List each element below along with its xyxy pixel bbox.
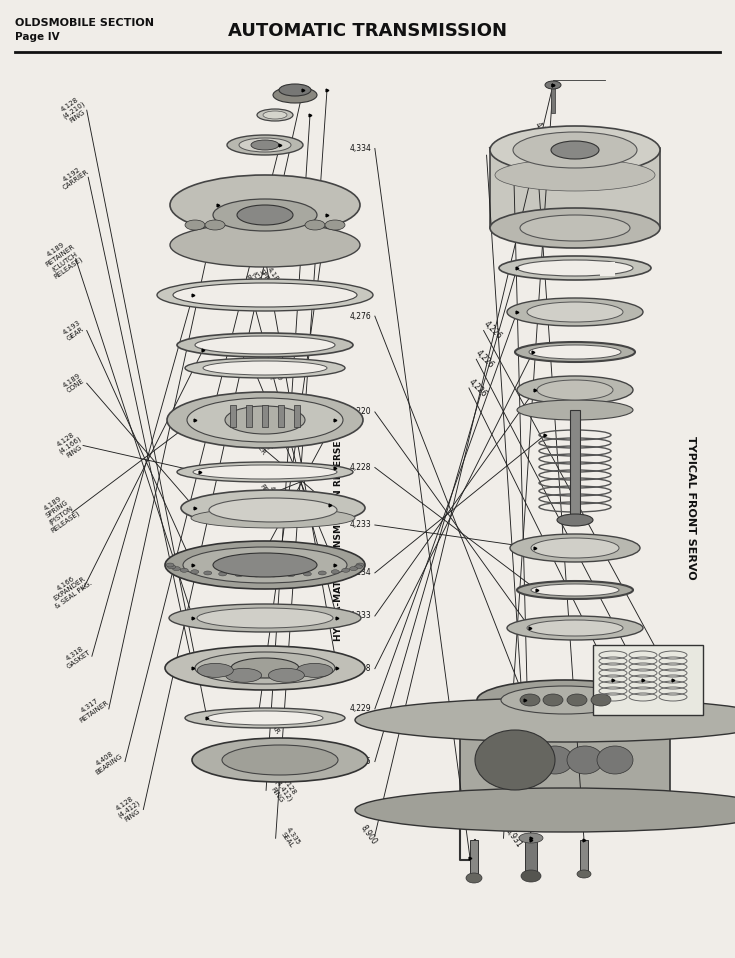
- Ellipse shape: [167, 392, 363, 448]
- Text: 4,225: 4,225: [350, 757, 371, 766]
- Text: 4.317
RETAINER: 4.317 RETAINER: [74, 694, 110, 724]
- Text: 4.166
PISTON: 4.166 PISTON: [263, 551, 288, 580]
- Ellipse shape: [527, 620, 623, 636]
- Text: 4.128
(4.412)
RING: 4.128 (4.412) RING: [112, 794, 145, 825]
- Ellipse shape: [203, 361, 327, 375]
- Ellipse shape: [520, 215, 630, 241]
- Text: 4,234: 4,234: [485, 144, 505, 167]
- Text: 4.189
RETAINER
(CLUTCH
RELEASE): 4.189 RETAINER (CLUTCH RELEASE): [40, 238, 85, 280]
- Text: 4.189
CONE: 4.189 CONE: [62, 372, 85, 395]
- Text: 4,234: 4,234: [349, 568, 371, 578]
- Ellipse shape: [173, 566, 180, 571]
- Ellipse shape: [207, 711, 323, 725]
- Ellipse shape: [195, 652, 335, 684]
- Ellipse shape: [354, 565, 362, 569]
- Ellipse shape: [318, 571, 326, 575]
- Ellipse shape: [205, 220, 225, 230]
- Ellipse shape: [197, 608, 333, 628]
- Ellipse shape: [157, 279, 373, 311]
- Bar: [570, 410, 580, 520]
- Ellipse shape: [185, 358, 345, 378]
- Bar: [230, 405, 236, 427]
- Ellipse shape: [225, 406, 305, 434]
- Ellipse shape: [218, 572, 226, 576]
- Ellipse shape: [170, 223, 360, 267]
- Ellipse shape: [222, 745, 338, 775]
- Ellipse shape: [350, 566, 358, 571]
- Ellipse shape: [531, 584, 619, 596]
- Ellipse shape: [475, 730, 555, 790]
- Text: 4,334: 4,334: [349, 144, 371, 153]
- Ellipse shape: [166, 563, 174, 567]
- Text: 4.193
GEAR: 4.193 GEAR: [62, 319, 85, 342]
- Ellipse shape: [537, 746, 573, 774]
- Text: 8,971: 8,971: [511, 132, 531, 155]
- Ellipse shape: [197, 663, 233, 677]
- Text: Page IV: Page IV: [15, 32, 60, 42]
- Ellipse shape: [517, 260, 633, 276]
- Ellipse shape: [507, 746, 543, 774]
- Ellipse shape: [252, 573, 260, 577]
- Ellipse shape: [355, 788, 735, 832]
- Text: 4.189
SPRING
(CLUTCH
RELEASE): 4.189 SPRING (CLUTCH RELEASE): [243, 261, 286, 305]
- Ellipse shape: [520, 694, 540, 706]
- Ellipse shape: [235, 573, 243, 577]
- Text: HYDRA-MATIC TRANSMISSION REVERSE UNIT: HYDRA-MATIC TRANSMISSION REVERSE UNIT: [334, 413, 343, 641]
- Text: 4,233: 4,233: [349, 611, 371, 621]
- Ellipse shape: [551, 141, 599, 159]
- Text: 4,226: 4,226: [474, 349, 495, 370]
- Ellipse shape: [263, 111, 287, 119]
- Ellipse shape: [591, 694, 611, 706]
- Ellipse shape: [510, 534, 640, 562]
- Text: 4,233: 4,233: [349, 520, 371, 530]
- Ellipse shape: [521, 870, 541, 882]
- Ellipse shape: [185, 220, 205, 230]
- Text: 4,228: 4,228: [350, 664, 371, 673]
- Text: 4,248: 4,248: [533, 121, 553, 144]
- Ellipse shape: [515, 342, 635, 362]
- Bar: [470, 840, 478, 875]
- Ellipse shape: [577, 870, 591, 878]
- Ellipse shape: [499, 256, 651, 280]
- Ellipse shape: [466, 873, 482, 883]
- Ellipse shape: [517, 376, 633, 404]
- Ellipse shape: [529, 345, 621, 359]
- Ellipse shape: [270, 573, 278, 577]
- Bar: [218, 205, 312, 245]
- Ellipse shape: [545, 81, 561, 89]
- Ellipse shape: [239, 138, 291, 152]
- Bar: [460, 720, 670, 810]
- Ellipse shape: [209, 498, 337, 522]
- Ellipse shape: [173, 283, 357, 307]
- Ellipse shape: [477, 746, 513, 774]
- Ellipse shape: [543, 694, 563, 706]
- Text: 8,900: 8,900: [359, 824, 379, 847]
- Text: 4.318
GASKET: 4.318 GASKET: [62, 643, 92, 670]
- Ellipse shape: [204, 571, 212, 575]
- Ellipse shape: [170, 175, 360, 235]
- Ellipse shape: [192, 738, 368, 782]
- Text: 4,228: 4,228: [350, 463, 371, 472]
- Ellipse shape: [191, 570, 198, 574]
- Ellipse shape: [304, 572, 312, 576]
- Ellipse shape: [185, 708, 345, 728]
- Ellipse shape: [567, 694, 587, 706]
- Ellipse shape: [490, 208, 660, 248]
- Ellipse shape: [331, 570, 340, 574]
- Ellipse shape: [513, 132, 637, 168]
- Ellipse shape: [168, 565, 176, 569]
- Text: 4.128
(4.166)
RING: 4.128 (4.166) RING: [54, 430, 86, 461]
- Ellipse shape: [177, 333, 353, 357]
- Ellipse shape: [517, 581, 633, 599]
- Ellipse shape: [231, 658, 299, 678]
- Ellipse shape: [477, 680, 653, 720]
- Ellipse shape: [305, 220, 325, 230]
- Text: 4,229: 4,229: [350, 704, 371, 714]
- Ellipse shape: [507, 616, 643, 640]
- Text: AUTOMATIC TRANSMISSION: AUTOMATIC TRANSMISSION: [228, 22, 507, 40]
- Ellipse shape: [226, 669, 262, 682]
- Text: OLDSMOBILE SECTION: OLDSMOBILE SECTION: [15, 18, 154, 28]
- Ellipse shape: [279, 84, 311, 96]
- Text: 4,220: 4,220: [350, 407, 371, 417]
- Text: 4.189
SPRING
(PISTON
RELEASE): 4.189 SPRING (PISTON RELEASE): [37, 491, 81, 534]
